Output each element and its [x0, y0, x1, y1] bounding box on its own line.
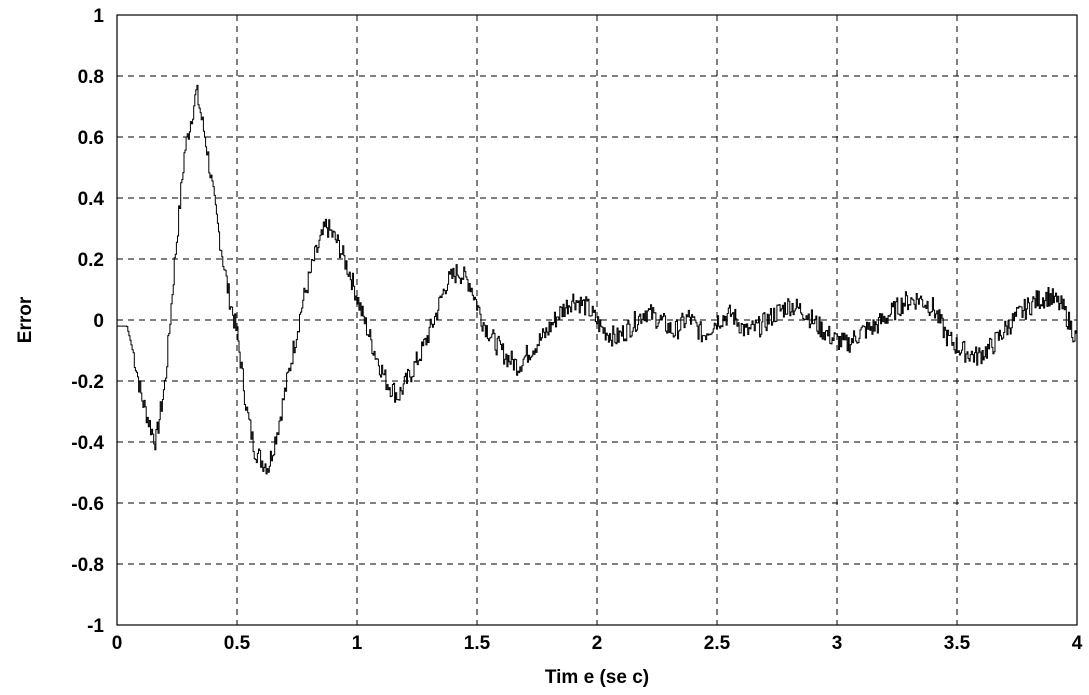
x-tick-label: 4 [1072, 633, 1083, 654]
x-tick-label: 0 [112, 633, 123, 654]
y-tick-label: 0.2 [78, 250, 104, 271]
y-tick-label: -1 [87, 616, 104, 637]
x-tick-label: 1 [352, 633, 363, 654]
grid-lines [117, 15, 1077, 625]
x-tick-label: 2 [592, 633, 603, 654]
x-tick-label: 2.5 [704, 633, 731, 654]
x-tick-label: 0.5 [224, 633, 251, 654]
series-layer [117, 84, 1077, 475]
y-tick-label: -0.2 [71, 372, 104, 393]
y-axis-label: Error [15, 296, 36, 343]
y-tick-label: 0.8 [78, 67, 104, 88]
y-tick-label: -0.4 [71, 433, 104, 454]
y-tick-label: 0.4 [78, 189, 105, 210]
plot-area-frame [116, 14, 1078, 626]
y-tick-label: 0.6 [78, 128, 104, 149]
y-tick-label: -0.8 [71, 555, 104, 576]
y-tick-label: 0 [93, 311, 104, 332]
error-series-line [117, 84, 1077, 475]
y-tick-label: -0.6 [71, 494, 104, 515]
x-axis-label: Tim e (se c) [545, 667, 649, 688]
x-tick-labels: 0 0.5 1 1.5 2 2.5 3 3.5 4 [112, 633, 1083, 654]
y-tick-labels: -1 -0.8 -0.6 -0.4 -0.2 0 0.2 0.4 0.6 0.8 1 [71, 6, 104, 637]
x-tick-label: 3 [832, 633, 843, 654]
x-tick-label: 3.5 [944, 633, 971, 654]
y-tick-label: 1 [93, 6, 104, 27]
x-tick-label: 1.5 [464, 633, 491, 654]
